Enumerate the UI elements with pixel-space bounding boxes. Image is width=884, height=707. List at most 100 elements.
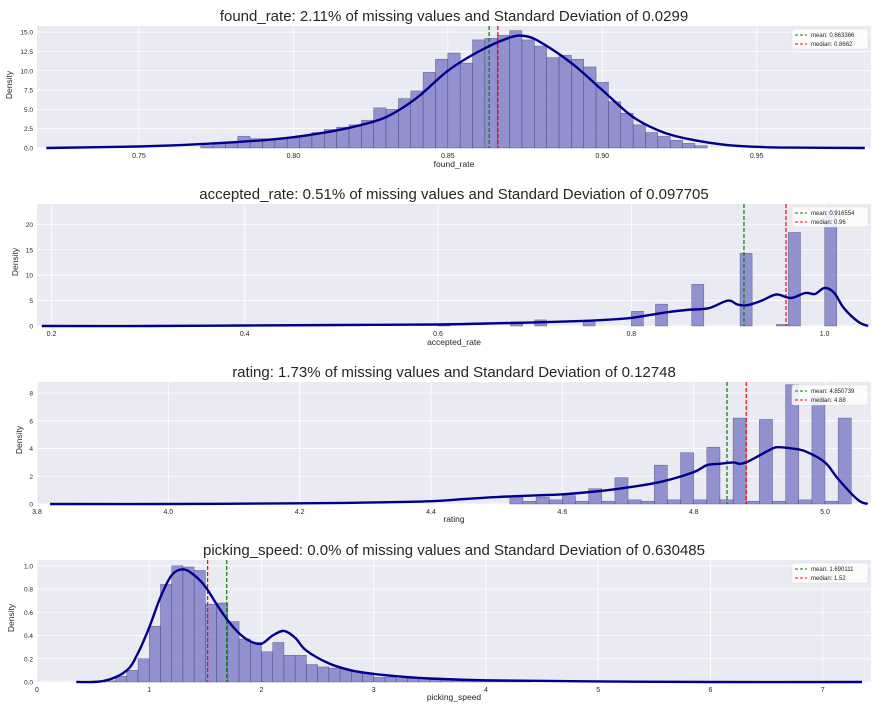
histogram-bar xyxy=(299,136,313,149)
histogram-bar xyxy=(283,655,296,683)
histogram-bar xyxy=(521,39,535,149)
x-tick-label: 4.6 xyxy=(557,509,567,516)
histogram-bar xyxy=(384,677,397,683)
histogram-bar xyxy=(669,140,683,149)
x-tick-label: 0.2 xyxy=(47,331,57,338)
histogram-bar xyxy=(509,30,523,149)
histogram-bar xyxy=(373,107,387,149)
histogram-bar xyxy=(824,500,839,505)
y-tick-label: 0 xyxy=(29,324,33,331)
histogram-bar xyxy=(785,384,800,505)
histogram-bar xyxy=(126,670,139,683)
y-axis-label: Density xyxy=(4,70,14,99)
histogram-bar xyxy=(535,496,550,505)
histogram-bar xyxy=(627,499,642,505)
x-tick-label: 0.8 xyxy=(626,331,636,338)
x-tick-label: 4.2 xyxy=(295,509,305,516)
plot-area xyxy=(37,382,871,504)
x-tick-label: 0.95 xyxy=(750,153,764,160)
y-tick-label: 0.2 xyxy=(24,656,33,663)
histogram-bar xyxy=(562,495,576,505)
x-tick-label: 1.0 xyxy=(820,331,830,338)
histogram-bar xyxy=(682,143,696,149)
legend: mean: 0.916554 median: 0.96 xyxy=(791,206,869,228)
y-tick-label: 0.6 xyxy=(24,610,33,617)
x-tick-label: 4 xyxy=(484,687,488,694)
x-axis-label: accepted_rate xyxy=(427,337,481,347)
kde-curve xyxy=(41,286,869,328)
x-tick-label: 4.0 xyxy=(163,509,173,516)
histogram-bar xyxy=(148,625,161,683)
histogram-bar xyxy=(294,655,307,683)
y-tick-label: 10.0 xyxy=(20,68,33,75)
y-tick-label: 0 xyxy=(29,502,33,509)
x-tick-label: 5.0 xyxy=(820,509,830,516)
histogram-bar xyxy=(225,143,239,149)
y-tick-label: 8 xyxy=(29,391,33,398)
histogram-bar xyxy=(546,57,560,149)
x-tick-label: 0 xyxy=(35,687,39,694)
histogram-bar xyxy=(395,678,408,683)
y-tick-label: 20 xyxy=(26,222,34,229)
x-tick-label: 0.4 xyxy=(240,331,250,338)
histogram-bar xyxy=(407,678,419,683)
histogram-bar xyxy=(472,39,486,149)
chart-title: rating: 1.73% of missing values and Stan… xyxy=(232,364,676,381)
x-tick-label: 4.8 xyxy=(689,509,699,516)
histogram-bar xyxy=(250,642,262,683)
histogram-bar xyxy=(548,499,563,505)
y-axis-label: Density xyxy=(6,603,16,632)
histogram-bar xyxy=(772,500,786,505)
chart-picking-speed: 0.0 0.2 0.4 0.6 0.8 1.0 0 1 2 3 4 5 6 7 mean: 1.690111… xyxy=(6,542,871,702)
legend-box xyxy=(791,562,869,584)
y-axis-label: Density xyxy=(14,425,24,454)
x-tick-label: 7 xyxy=(821,687,825,694)
histogram-bar xyxy=(534,45,547,149)
histogram-bar xyxy=(776,324,789,327)
histogram-bar xyxy=(645,132,659,149)
histogram-bar xyxy=(328,667,341,683)
chart-accepted-rate: 0 5 10 15 20 0.2 0.4 0.6 0.8 1.0 mean: 0.916554 med… xyxy=(10,186,871,347)
histogram-bar xyxy=(484,38,498,149)
histogram-bar xyxy=(601,500,616,505)
histogram-bar xyxy=(680,452,694,505)
histogram-bar xyxy=(496,35,510,149)
histogram-bar xyxy=(522,500,537,505)
x-axis-label: rating xyxy=(443,514,465,524)
chart-title: picking_speed: 0.0% of missing values an… xyxy=(203,542,705,559)
y-tick-label: 1.0 xyxy=(24,563,33,570)
legend: mean: 4.850739 median: 4.88 xyxy=(791,384,869,406)
y-tick-label: 4 xyxy=(29,446,33,453)
legend-label: median: 1.52 xyxy=(811,576,846,582)
y-tick-label: 2.5 xyxy=(24,126,33,133)
histogram-bar xyxy=(558,55,572,149)
histogram-bar xyxy=(620,113,634,149)
x-axis-label: picking_speed xyxy=(427,692,482,702)
histogram-bar xyxy=(238,638,251,683)
y-tick-label: 7.5 xyxy=(24,88,33,95)
y-tick-label: 5 xyxy=(29,298,33,305)
histogram-bar xyxy=(193,570,206,683)
x-tick-label: 3.8 xyxy=(32,509,42,516)
histogram-bar xyxy=(410,90,424,149)
x-tick-label: 6 xyxy=(709,687,713,694)
histogram-bar xyxy=(788,232,801,327)
histogram-bar xyxy=(745,500,760,505)
y-tick-label: 10 xyxy=(26,273,34,280)
y-axis-label: Density xyxy=(10,247,20,276)
histogram-bar xyxy=(759,419,773,505)
kde-curve xyxy=(46,34,865,150)
legend-box xyxy=(791,384,869,406)
legend: mean: 1.690111 median: 1.52 xyxy=(791,562,869,584)
histogram-bar xyxy=(694,145,708,149)
histogram-bar xyxy=(608,101,622,149)
chart-title: found_rate: 2.11% of missing values and … xyxy=(220,8,688,25)
x-tick-label: 2 xyxy=(260,687,264,694)
histogram-bar xyxy=(575,500,589,505)
histogram-bar xyxy=(640,500,655,505)
histogram-bar xyxy=(182,566,195,683)
y-tick-label: 0.4 xyxy=(24,633,33,640)
x-tick-label: 5 xyxy=(596,687,600,694)
chart-title: accepted_rate: 0.51% of missing values a… xyxy=(199,186,709,203)
